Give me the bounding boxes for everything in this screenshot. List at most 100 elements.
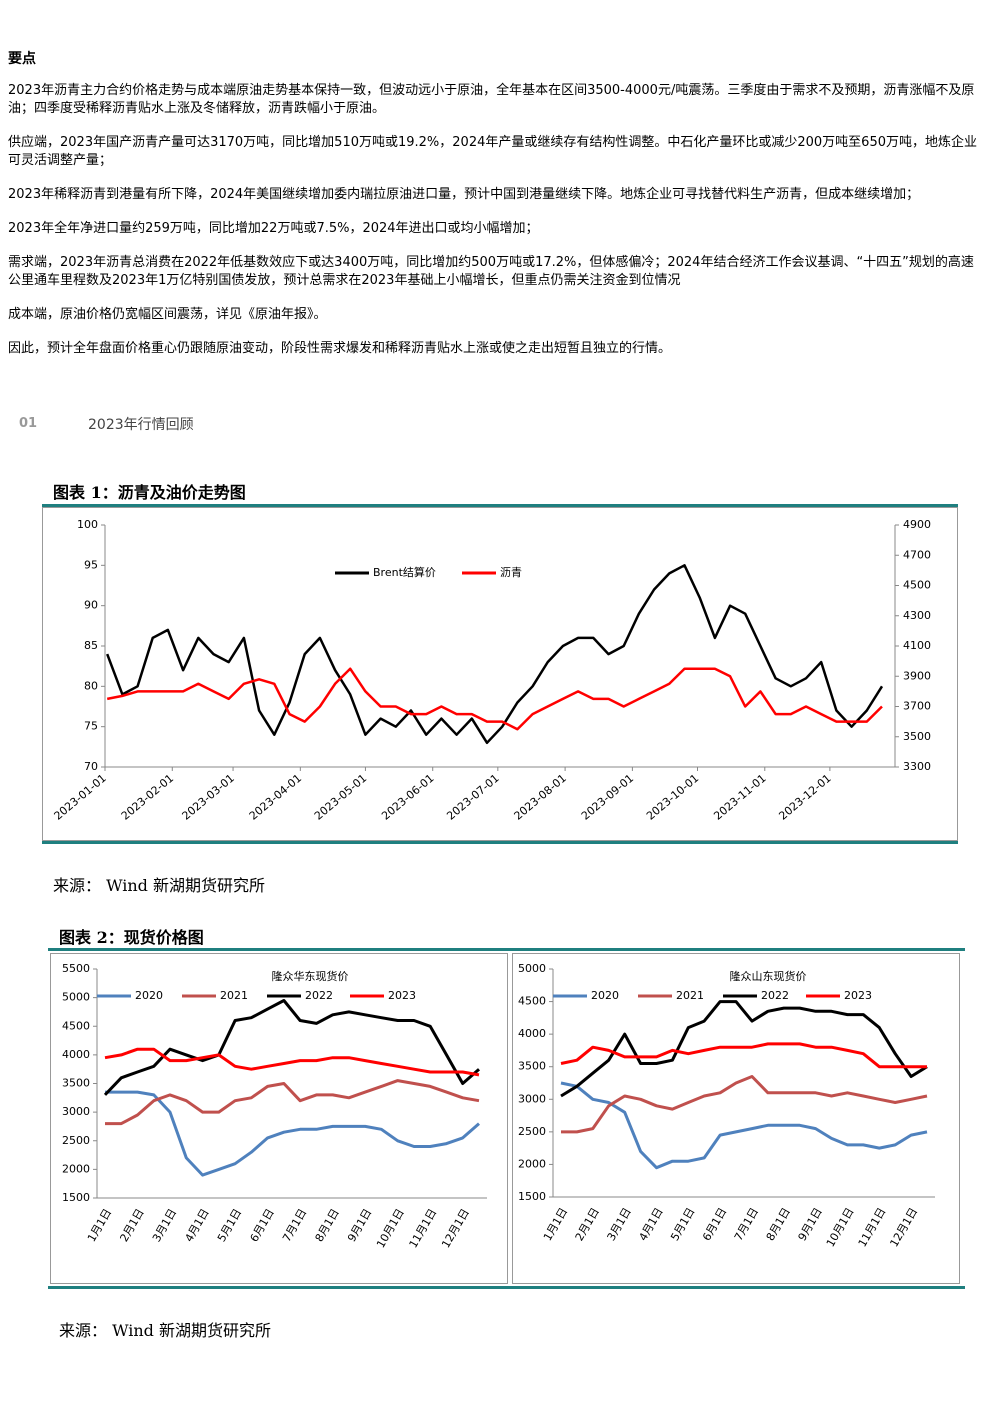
figure-source: 来源： Wind 新湖期货研究所: [53, 876, 266, 895]
legend-label: 2021: [220, 989, 248, 1002]
series-line: [560, 1081, 928, 1170]
series-line: [106, 564, 884, 745]
paragraph: 供应端，2023年国产沥青产量可达3170万吨，同比增加510万吨或19.2%，…: [8, 135, 977, 168]
y-tick-label: 5000: [518, 962, 546, 975]
legend-label: 2020: [135, 989, 163, 1002]
y2-tick-label: 4700: [903, 548, 931, 561]
series-line: [103, 999, 480, 1096]
paragraph: 2023年全年净进口量约259万吨，同比增加22万吨或7.5%，2024年进出口…: [8, 221, 539, 236]
series-line: [105, 1090, 480, 1177]
x-tick-label: 5月1日: [668, 1206, 697, 1244]
y-tick-label: 2500: [62, 1134, 90, 1147]
x-tick-label: 11月1日: [856, 1206, 889, 1250]
series-line: [104, 1047, 480, 1077]
x-tick-label: 2023-10-01: [644, 772, 701, 823]
x-tick-label: 10月1日: [824, 1206, 857, 1250]
legend-label: 沥青: [500, 566, 522, 579]
x-tick-label: 2月1日: [117, 1207, 146, 1245]
legend-label: 2023: [844, 989, 872, 1002]
rule: [48, 1286, 965, 1289]
series-line: [105, 1079, 480, 1126]
paragraph: 需求端，2023年沥青总消费在2022年低基数效应下或达3400万吨，同比增加约…: [8, 255, 974, 288]
x-tick-label: 12月1日: [439, 1207, 472, 1251]
x-tick-label: 2023-04-01: [247, 772, 304, 823]
y2-tick-label: 3900: [903, 669, 931, 682]
section-number: 01: [19, 416, 38, 431]
y2-tick-label: 4100: [903, 639, 931, 652]
y-tick-label: 1500: [518, 1190, 546, 1203]
legend-label: 2022: [761, 989, 789, 1002]
rule: [42, 841, 958, 844]
x-tick-label: 9月1日: [796, 1206, 825, 1244]
x-tick-label: 12月1日: [888, 1206, 921, 1250]
y-tick-label: 2000: [62, 1162, 90, 1175]
figure-source: 来源： Wind 新湖期货研究所: [59, 1321, 272, 1340]
legend-label: Brent结算价: [373, 565, 436, 579]
x-tick-label: 2023-09-01: [579, 772, 636, 823]
x-tick-label: 2023-08-01: [512, 772, 569, 823]
x-tick-label: 8月1日: [764, 1206, 793, 1244]
y2-tick-label: 3500: [903, 730, 931, 743]
y-tick-label: 3000: [62, 1105, 90, 1118]
x-tick-label: 8月1日: [313, 1207, 342, 1245]
legend-label: 2023: [388, 989, 416, 1002]
chart-title: 隆众华东现货价: [272, 969, 349, 983]
series-line: [560, 1042, 927, 1069]
frame: [50, 953, 508, 1284]
x-tick-label: 2023-07-01: [444, 772, 501, 823]
paragraph: 2023年沥青主力合约价格走势与成本端原油走势基本保持一致，但波动远小于原油，全…: [8, 83, 975, 116]
x-tick-label: 2023-12-01: [776, 772, 833, 823]
chart-title: 隆众山东现货价: [730, 969, 807, 983]
x-tick-label: 2月1日: [573, 1206, 602, 1244]
section-title: 2023年行情回顾: [88, 417, 194, 433]
y2-tick-label: 4300: [903, 609, 931, 622]
y-tick-label: 2000: [518, 1157, 546, 1170]
frame: [512, 953, 960, 1284]
rule: [48, 948, 965, 951]
x-tick-label: 2023-01-01: [52, 772, 109, 823]
x-tick-label: 4月1日: [183, 1207, 212, 1245]
paragraph: 成本端，原油价格仍宽幅区间震荡，详见《原油年报》。: [8, 307, 327, 322]
series-line: [561, 1075, 928, 1134]
x-tick-label: 5月1日: [215, 1207, 244, 1245]
x-tick-label: 7月1日: [732, 1206, 761, 1244]
y-tick-label: 4500: [518, 995, 546, 1008]
paragraph: 因此，预计全年盘面价格重心仍跟随原油变动，阶段性需求爆发和稀释沥青贴水上涨或使之…: [8, 341, 672, 356]
y2-tick-label: 3300: [903, 760, 931, 773]
y-tick-label: 5500: [62, 962, 90, 975]
x-tick-label: 2023-02-01: [119, 772, 176, 823]
y-tick-label: 2500: [518, 1125, 546, 1138]
y-tick-label: 3000: [518, 1092, 546, 1105]
y-tick-label: 90: [84, 599, 98, 612]
y-tick-label: 80: [84, 679, 98, 692]
legend-label: 2020: [591, 989, 619, 1002]
x-tick-label: 2023-06-01: [379, 772, 436, 823]
x-tick-label: 6月1日: [700, 1206, 729, 1244]
figure-caption: 图表 1：沥青及油价走势图: [53, 483, 246, 502]
y-tick-label: 100: [77, 518, 98, 531]
y-tick-label: 3500: [62, 1077, 90, 1090]
y-tick-label: 4500: [62, 1019, 90, 1032]
heading: 要点: [8, 51, 36, 67]
x-tick-label: 10月1日: [374, 1207, 407, 1251]
frame: [42, 507, 958, 841]
x-tick-label: 1月1日: [85, 1207, 114, 1245]
chart: 1500 2000 2500 3000 3500 4000 4500 5000 1月1日 2月1日…: [512, 953, 960, 1284]
y-tick-label: 1500: [62, 1191, 90, 1204]
y2-tick-label: 4900: [903, 518, 931, 531]
x-tick-label: 3月1日: [605, 1206, 634, 1244]
x-tick-label: 4月1日: [636, 1206, 665, 1244]
paragraph: 2023年稀释沥青到港量有所下降，2024年美国继续增加委内瑞拉原油进口量，预计…: [8, 187, 920, 202]
legend-label: 2022: [305, 989, 333, 1002]
x-tick-label: 3月1日: [150, 1207, 179, 1245]
x-tick-label: 1月1日: [541, 1206, 570, 1244]
x-tick-label: 9月1日: [345, 1207, 374, 1245]
x-tick-label: 7月1日: [280, 1207, 309, 1245]
y-tick-label: 95: [84, 558, 98, 571]
y-tick-label: 85: [84, 639, 98, 652]
y2-tick-label: 4500: [903, 579, 931, 592]
x-tick-label: 6月1日: [248, 1207, 277, 1245]
rule: [42, 504, 958, 507]
chart: 70 75 80 85 90 95 100 3300 3500 3700 3900 4100 4300 4…: [42, 507, 958, 841]
